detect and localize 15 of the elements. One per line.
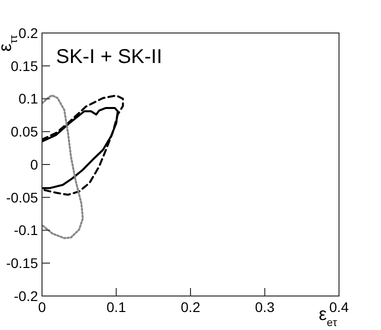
y-tick-label: -0.1 [14,222,38,238]
x-tick-label: 0.3 [255,298,275,315]
x-tick-label: 0.1 [106,298,126,315]
x-tick-label: 0.2 [180,298,200,315]
annotation: SK-I + SK-II [56,46,162,68]
y-tick-label: 0.05 [10,124,38,140]
line-series [42,94,84,240]
y-tick-label: 0.2 [18,24,38,41]
y-tick-label: 0.1 [18,90,38,107]
y-tick-label: 0.15 [10,58,38,74]
y-tick-label: 0 [30,156,38,172]
y-tick-label: -0.2 [14,288,38,304]
y-tick-label: -0.15 [6,255,38,272]
x-tick-label: 0.4 [329,298,349,315]
y-tick-label: -0.05 [6,189,38,206]
